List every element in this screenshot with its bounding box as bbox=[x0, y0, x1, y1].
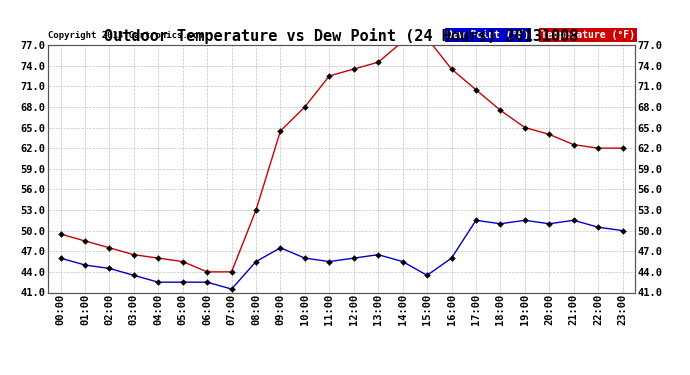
Text: Temperature (°F): Temperature (°F) bbox=[541, 30, 635, 40]
Text: Dew Point (°F): Dew Point (°F) bbox=[447, 30, 529, 40]
Text: Copyright 2013 Cartronics.com: Copyright 2013 Cartronics.com bbox=[48, 31, 204, 40]
Title: Outdoor Temperature vs Dew Point (24 Hours) 20131008: Outdoor Temperature vs Dew Point (24 Hou… bbox=[104, 28, 579, 44]
